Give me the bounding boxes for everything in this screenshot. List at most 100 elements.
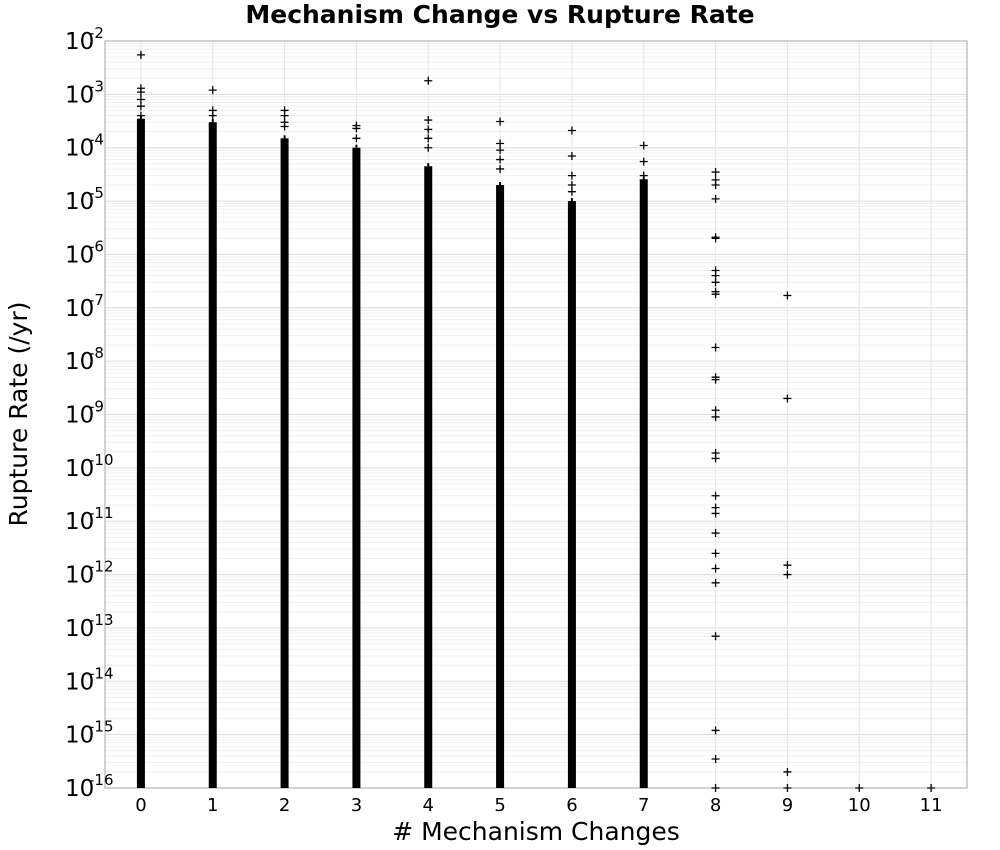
data-point <box>208 111 217 120</box>
data-point <box>567 151 576 160</box>
dense-point-cluster <box>567 201 576 789</box>
y-tick-label: 10-16 <box>65 771 114 802</box>
y-tick-exponent: -6 <box>89 237 104 255</box>
dense-point-cluster <box>280 138 289 789</box>
dense-point-cluster <box>208 122 217 788</box>
data-point <box>136 88 145 97</box>
y-tick-base: 10 <box>65 242 94 268</box>
y-tick-base: 10 <box>65 723 94 749</box>
data-point <box>352 124 361 133</box>
y-tick-exponent: -2 <box>89 24 104 42</box>
y-tick-exponent: -7 <box>89 291 104 309</box>
y-tick-base: 10 <box>65 403 94 429</box>
y-tick-base: 10 <box>65 29 94 55</box>
y-tick-base: 10 <box>65 563 94 589</box>
x-tick-label: 8 <box>710 795 721 816</box>
data-point <box>496 146 505 155</box>
data-point <box>639 141 648 150</box>
y-tick-label: 10-3 <box>65 77 104 108</box>
data-point <box>711 234 720 243</box>
y-tick-base: 10 <box>65 136 94 162</box>
data-point <box>496 117 505 126</box>
data-point <box>711 754 720 763</box>
data-point <box>208 86 217 95</box>
x-tick-label: 10 <box>848 795 871 816</box>
data-point <box>711 726 720 735</box>
data-point <box>280 122 289 131</box>
dense-point-cluster-cap <box>283 135 286 139</box>
data-point <box>783 784 792 792</box>
x-tick-label: 3 <box>351 795 362 816</box>
data-point <box>711 549 720 558</box>
y-tick-base: 10 <box>65 349 94 375</box>
data-point <box>424 125 433 134</box>
data-point <box>711 194 720 203</box>
y-tick-label: 10-11 <box>65 504 114 535</box>
y-tick-base: 10 <box>65 509 94 535</box>
y-tick-base: 10 <box>65 189 94 215</box>
data-point <box>136 102 145 111</box>
y-tick-label: 10-2 <box>65 24 104 55</box>
data-point <box>496 139 505 148</box>
x-tick-label: 6 <box>566 795 577 816</box>
x-tick-label: 7 <box>638 795 649 816</box>
data-point <box>567 181 576 190</box>
dense-point-cluster-cap <box>570 198 573 202</box>
data-point <box>783 561 792 570</box>
y-tick-exponent: -4 <box>89 131 104 149</box>
y-tick-base: 10 <box>65 669 94 695</box>
x-tick-label: 9 <box>782 795 793 816</box>
data-point <box>424 143 433 152</box>
dense-point-cluster-cap <box>427 163 430 167</box>
y-tick-label: 10-13 <box>65 611 114 642</box>
data-point <box>711 491 720 500</box>
plot-area <box>104 40 968 789</box>
y-tick-exponent: -11 <box>89 504 114 522</box>
y-tick-label: 10-10 <box>65 451 114 482</box>
y-tick-exponent: -8 <box>89 344 104 362</box>
data-point <box>783 291 792 300</box>
dense-point-cluster <box>352 147 361 788</box>
y-tick-exponent: -15 <box>89 718 114 736</box>
data-point <box>352 134 361 143</box>
data-point <box>783 394 792 403</box>
dense-point-cluster-cap <box>355 144 358 148</box>
data-point <box>711 784 720 792</box>
dense-point-cluster <box>496 185 505 788</box>
y-tick-exponent: -5 <box>89 184 104 202</box>
y-tick-exponent: -13 <box>89 611 114 629</box>
data-point <box>855 784 864 792</box>
data-point <box>496 155 505 164</box>
y-axis-ticks: 10-210-310-410-510-610-710-810-910-1010-… <box>65 24 114 802</box>
data-point <box>639 157 648 166</box>
y-tick-exponent: -14 <box>89 664 114 682</box>
data-point <box>567 171 576 180</box>
data-point <box>927 784 936 792</box>
data-point <box>711 278 720 287</box>
dense-point-cluster <box>424 166 433 788</box>
dense-point-cluster <box>639 179 648 788</box>
data-points <box>136 50 936 792</box>
data-point <box>711 578 720 587</box>
y-tick-base: 10 <box>65 296 94 322</box>
x-tick-label: 0 <box>135 795 146 816</box>
dense-point-cluster <box>136 118 145 788</box>
data-point <box>424 76 433 85</box>
x-tick-label: 1 <box>207 795 218 816</box>
y-tick-exponent: -3 <box>89 77 104 95</box>
data-point <box>711 168 720 177</box>
x-tick-label: 5 <box>494 795 505 816</box>
x-axis-ticks: 0 1 2 3 4 5 6 7 8 9 10 11 <box>135 795 942 816</box>
data-point <box>711 290 720 299</box>
y-tick-label: 10-12 <box>65 558 114 589</box>
data-point <box>783 570 792 579</box>
data-point <box>136 111 145 120</box>
data-point <box>711 529 720 538</box>
y-tick-label: 10-4 <box>65 131 104 162</box>
data-point <box>711 412 720 421</box>
data-point <box>136 50 145 59</box>
data-point <box>711 509 720 518</box>
data-point <box>496 164 505 173</box>
y-tick-label: 10-6 <box>65 237 104 268</box>
